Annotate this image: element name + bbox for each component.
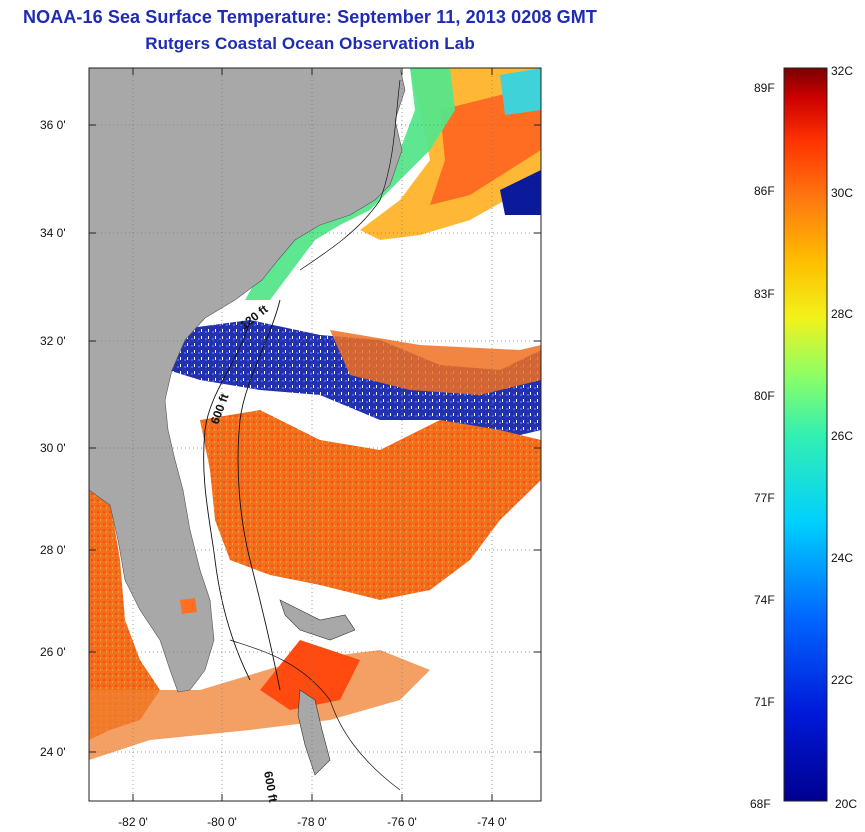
- map-title: NOAA-16 Sea Surface Temperature: Septemb…: [23, 7, 597, 27]
- lat-label-36: 36 0': [40, 118, 66, 132]
- cb-c-32: 32C: [831, 64, 853, 78]
- lon-label-74: -74 0': [477, 815, 507, 829]
- gulf-stream-north: [430, 85, 541, 205]
- lat-label-30: 30 0': [40, 441, 66, 455]
- gulf-of-mexico-warm: [89, 490, 160, 740]
- contour-600ft: [237, 299, 281, 691]
- cb-f-71: 71F: [754, 695, 775, 709]
- cb-f-83: 83F: [754, 287, 775, 301]
- cb-f-68: 68F: [750, 797, 771, 811]
- cloud-contaminated-band: [168, 320, 541, 440]
- cb-c-30: 30C: [831, 186, 853, 200]
- contour-120ft: [203, 319, 251, 681]
- cb-f-74: 74F: [754, 593, 775, 607]
- warm-water-mid: [330, 330, 541, 395]
- lon-ticks: [132, 68, 493, 801]
- land-mass: [89, 68, 406, 693]
- cool-patch-east: [500, 170, 541, 215]
- lon-label-78: -78 0': [297, 815, 327, 829]
- lat-label-32: 32 0': [40, 334, 66, 348]
- map-subtitle: Rutgers Coastal Ocean Observation Lab: [145, 34, 475, 53]
- lon-label-82: -82 0': [118, 815, 148, 829]
- lat-label-34: 34 0': [40, 226, 66, 240]
- cool-patch-northeast: [500, 68, 541, 115]
- cb-c-24: 24C: [831, 551, 853, 565]
- cb-c-20: 20C: [835, 797, 857, 811]
- lake-okeechobee: [180, 598, 197, 614]
- map-gridlines: [89, 68, 541, 801]
- cb-f-89: 89F: [754, 81, 775, 95]
- lat-label-28: 28 0': [40, 543, 66, 557]
- temperature-colorbar: [783, 67, 828, 802]
- cb-f-80: 80F: [754, 389, 775, 403]
- bahamas-island-1: [279, 599, 356, 641]
- cb-f-86: 86F: [754, 184, 775, 198]
- warm-water-body: [200, 410, 541, 600]
- cb-f-77: 77F: [754, 491, 775, 505]
- bahamas-island-2: [297, 689, 331, 776]
- coastal-green-water: [245, 68, 455, 300]
- lat-label-24: 24 0': [40, 745, 66, 759]
- cb-c-26: 26C: [831, 429, 853, 443]
- lat-label-26: 26 0': [40, 645, 66, 659]
- cb-c-28: 28C: [831, 307, 853, 321]
- contour-south: [229, 639, 401, 791]
- lon-label-80: -80 0': [207, 815, 237, 829]
- lon-label-76: -76 0': [387, 815, 417, 829]
- warm-patch-bahamas: [260, 640, 360, 710]
- contour-north: [299, 79, 401, 271]
- map-frame: [88, 67, 542, 802]
- contour-label-600ft-south: 600 ft: [261, 770, 280, 803]
- cb-c-22: 22C: [831, 673, 853, 687]
- lat-ticks: [89, 124, 541, 753]
